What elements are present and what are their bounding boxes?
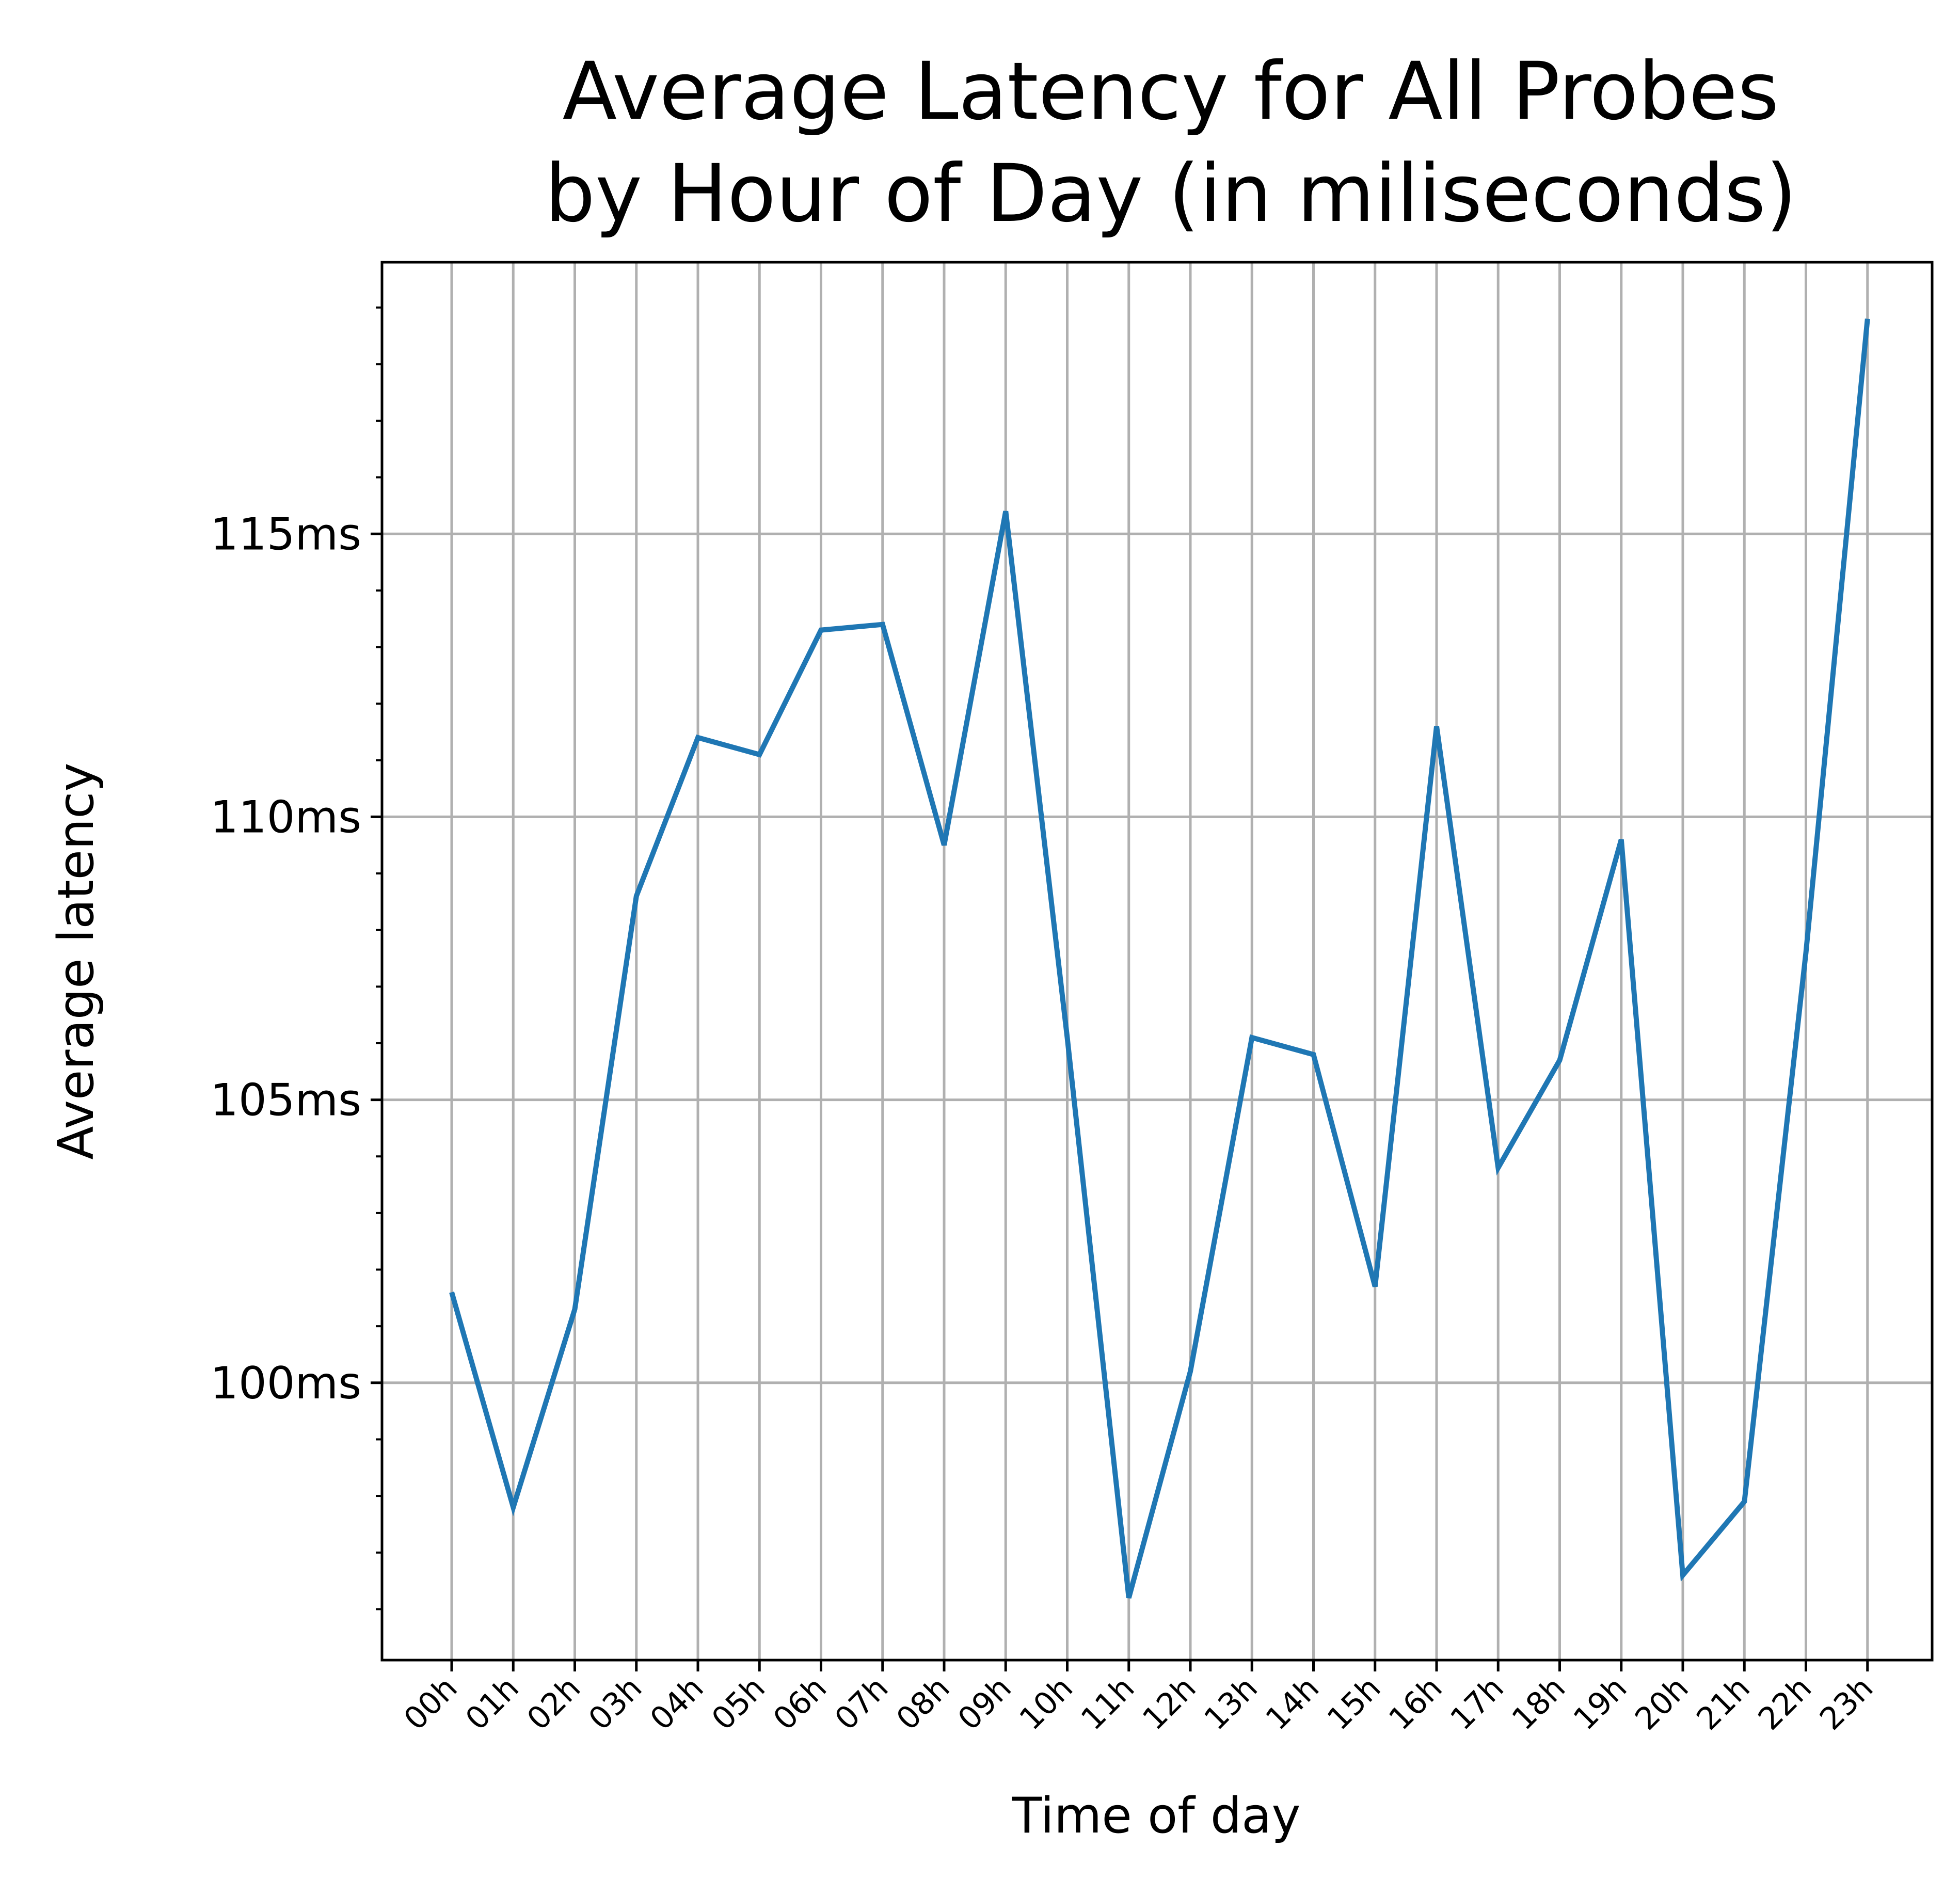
series-layer <box>449 318 1870 1599</box>
y-axis-label: Average latency <box>48 762 105 1159</box>
y-axis: 100ms 105ms 110ms 115ms <box>210 306 382 1611</box>
y-tick-label: 115ms <box>210 508 361 560</box>
chart-title-line-1: Average Latency for All Probes <box>563 45 1779 138</box>
series-line <box>449 318 1870 1599</box>
y-tick-label: 105ms <box>210 1075 361 1126</box>
y-tick-label: 110ms <box>210 791 361 843</box>
chart-title-line-2: by Hour of Day (in miliseconds) <box>545 148 1797 240</box>
grid-lines <box>382 262 1932 1660</box>
plot-area-frame <box>380 261 1934 1662</box>
y-tick-label: 100ms <box>210 1358 361 1409</box>
x-axis-label: Time of day <box>1011 1788 1300 1844</box>
